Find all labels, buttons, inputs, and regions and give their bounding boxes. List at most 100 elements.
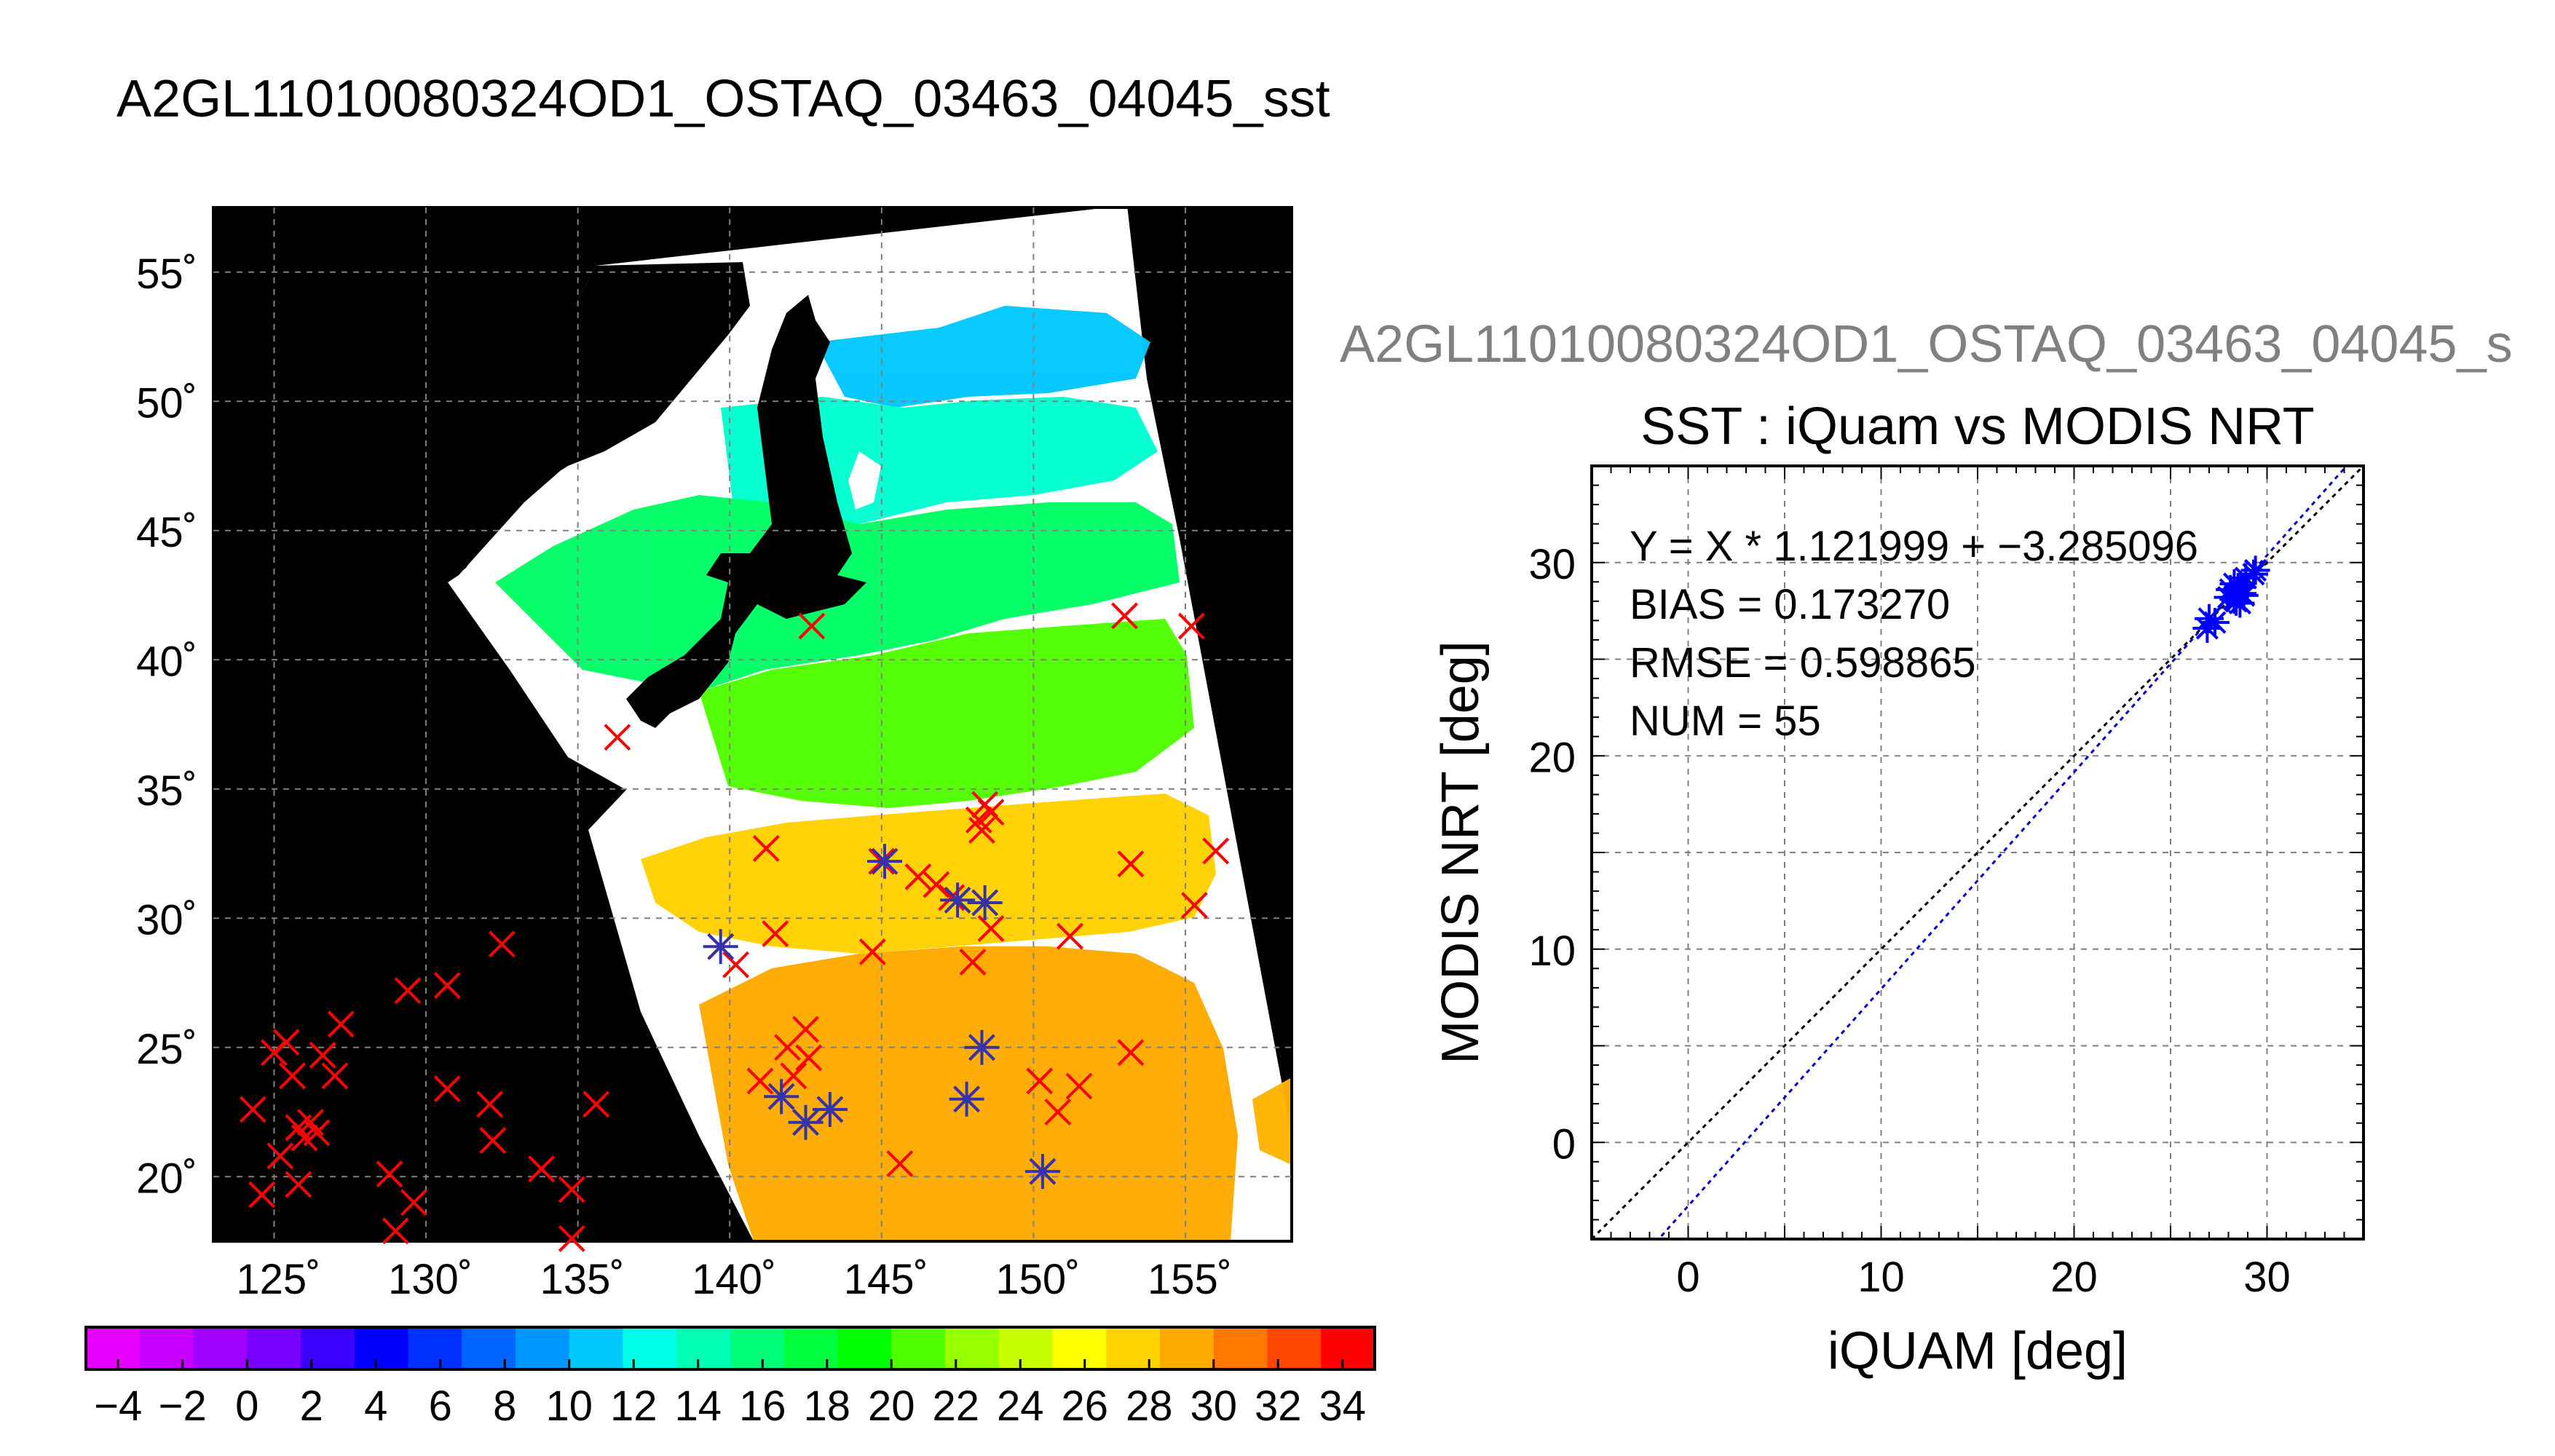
rejected-buoy-marker <box>977 915 1005 942</box>
scatter-title: SST : iQuam vs MODIS NRT <box>1640 397 2315 456</box>
land-japan <box>626 295 866 728</box>
page-title: A2GL11010080324OD1_OSTAQ_03463_04045_sst <box>117 70 1330 128</box>
matched-buoy-marker <box>812 1091 848 1127</box>
rejected-buoy-marker <box>400 1189 427 1216</box>
colorbar-tick-label: 22 <box>932 1382 979 1430</box>
rejected-buoy-marker <box>938 884 965 911</box>
rejected-buoy-marker <box>303 1119 331 1147</box>
sst-map-panel: 20˚ 25˚ 30˚ 35˚ 40˚ 45˚ 50˚ 55˚ 125˚ 130˚ 135˚ 140… <box>136 206 1293 1303</box>
land-sakhalin-coast <box>437 262 750 582</box>
colorbar-tick-label: 6 <box>429 1382 452 1430</box>
rejected-buoy-marker-stroke <box>1117 1039 1145 1067</box>
rejected-buoy-marker <box>1181 892 1208 919</box>
colorbar-cell <box>837 1327 892 1369</box>
matched-buoy-marker <box>703 929 738 965</box>
rejected-buoy-marker <box>795 1044 823 1072</box>
colorbar-tick-label: 18 <box>803 1382 850 1430</box>
rejected-buoy-marker <box>285 1171 312 1198</box>
rejected-buoy-marker <box>923 871 950 898</box>
matched-buoy-marker-stroke <box>707 933 735 960</box>
rejected-buoy-marker <box>272 1029 300 1056</box>
scatter-y-tick-label: 0 <box>1552 1120 1576 1168</box>
rejected-buoy-marker <box>977 799 1005 826</box>
rejected-buoy-marker-stroke <box>938 884 965 911</box>
rejected-buoy-marker-stroke <box>479 1127 507 1154</box>
map-longitude-tick-label: 140˚ <box>692 1256 776 1303</box>
colorbar-cell <box>1321 1327 1375 1369</box>
colorbar-tick-label: 14 <box>674 1382 722 1430</box>
rejected-buoy-marker-stroke <box>762 920 789 947</box>
colorbar-cell <box>945 1327 1000 1369</box>
rejected-buoy-marker-stroke <box>965 806 992 834</box>
rejected-buoy-marker-stroke <box>239 1096 266 1123</box>
rejected-buoy-marker <box>965 806 992 834</box>
matched-buoy-marker-stroke <box>971 889 999 917</box>
rejected-buoy-marker-stroke <box>309 1041 336 1069</box>
map-latitude-tick-label: 40˚ <box>136 638 197 685</box>
scatter-y-ticks: 0 10 20 30 <box>1528 541 1576 1168</box>
rejected-buoy-marker-stroke <box>1057 922 1083 950</box>
map-latitude-tick-label: 45˚ <box>136 509 197 556</box>
rejected-buoy-marker-stroke <box>1044 1099 1072 1125</box>
map-latitude-ticks: 20˚ 25˚ 30˚ 35˚ 40˚ 45˚ 50˚ 55˚ <box>136 250 197 1203</box>
matched-buoy-marker-stroke <box>816 1096 844 1123</box>
scatter-y-tick-label: 10 <box>1528 927 1576 975</box>
rejected-buoy-marker-stroke <box>1065 1072 1093 1100</box>
rejected-buoy-marker <box>476 1091 504 1118</box>
rejected-buoy-marker <box>1202 837 1230 865</box>
scatter-point <box>2227 579 2257 609</box>
colorbar-tick-label: 28 <box>1126 1382 1173 1430</box>
scatter-annotations: Y = X * 1.121999 + −3.285096 BIAS = 0.17… <box>1630 523 2198 745</box>
matched-buoy-marker <box>764 1079 799 1115</box>
rejected-buoy-marker <box>239 1096 266 1123</box>
scatter-x-tick-label: 10 <box>1857 1254 1905 1301</box>
colorbar-ticks: −4 −2 0 2 4 6 8 10 12 14 16 18 20 22 24 26 28 30 32 34 <box>94 1359 1366 1430</box>
scatter-point-stroke <box>2230 582 2254 605</box>
rejected-buoy-marker <box>762 920 789 947</box>
rejected-buoy-marker-stroke <box>780 1062 807 1090</box>
rejected-buoy-marker-stroke <box>376 1160 403 1188</box>
rejected-buoy-marker <box>1111 602 1138 630</box>
map-latitude-tick-label: 50˚ <box>136 379 197 427</box>
colorbar: −4 −2 0 2 4 6 8 10 12 14 16 18 20 22 24 26 28 30 32 34 <box>84 1326 1376 1430</box>
sst-band-orange-east <box>1252 1077 1292 1165</box>
map-longitude-tick-label: 135˚ <box>540 1256 625 1303</box>
rejected-buoy-marker <box>1057 922 1083 950</box>
map-latitude-tick-label: 55˚ <box>136 250 197 298</box>
rejected-buoy-marker <box>604 724 631 751</box>
colorbar-cell <box>354 1327 408 1369</box>
sst-band-orange <box>699 946 1238 1241</box>
colorbar-cell <box>139 1327 194 1369</box>
rejected-buoy-marker <box>752 834 780 862</box>
rejected-buoy-marker-stroke <box>1026 1067 1054 1095</box>
scatter-x-axis-label: iQUAM [deg] <box>1828 1322 2128 1380</box>
rejected-buoy-marker-stroke <box>1111 602 1138 630</box>
scatter-panel: SST : iQuam vs MODIS NRT 0 10 20 30 0 10 20 30… <box>1431 397 2365 1380</box>
annotation-equation: Y = X * 1.121999 + −3.285096 <box>1630 523 2198 570</box>
rejected-buoy-marker-stroke <box>583 1091 610 1118</box>
rejected-buoy-marker-stroke <box>266 1142 294 1170</box>
rejected-buoy-marker-stroke <box>795 1044 823 1072</box>
colorbar-cell <box>1160 1327 1215 1369</box>
rejected-buoy-marker <box>528 1155 555 1183</box>
rejected-buoy-marker <box>1177 612 1205 640</box>
colorbar-tick-label: 12 <box>610 1382 657 1430</box>
map-longitude-tick-label: 150˚ <box>995 1256 1080 1303</box>
scatter-points <box>2192 555 2270 644</box>
rejected-buoy-marker-stroke <box>798 612 826 640</box>
rejected-buoy-marker-stroke <box>977 799 1005 826</box>
colorbar-cell <box>516 1327 570 1369</box>
map-longitude-tick-label: 155˚ <box>1148 1256 1232 1303</box>
rejected-buoy-marker-stroke <box>528 1155 555 1183</box>
rejected-buoy-marker-stroke <box>1181 892 1208 919</box>
scatter-y-axis-label: MODIS NRT [deg] <box>1431 641 1490 1064</box>
rejected-buoy-marker-stroke <box>476 1091 504 1118</box>
rejected-buoy-marker-stroke <box>558 1225 585 1252</box>
rejected-buoy-marker-stroke <box>279 1062 306 1090</box>
map-grid <box>213 207 1292 1241</box>
rejected-buoy-marker-stroke <box>977 915 1005 942</box>
colorbar-cell <box>301 1327 355 1369</box>
rejected-buoy-marker <box>798 612 826 640</box>
rejected-buoy-marker-stroke <box>394 977 422 1005</box>
rejected-buoy-marker-stroke <box>272 1029 300 1056</box>
